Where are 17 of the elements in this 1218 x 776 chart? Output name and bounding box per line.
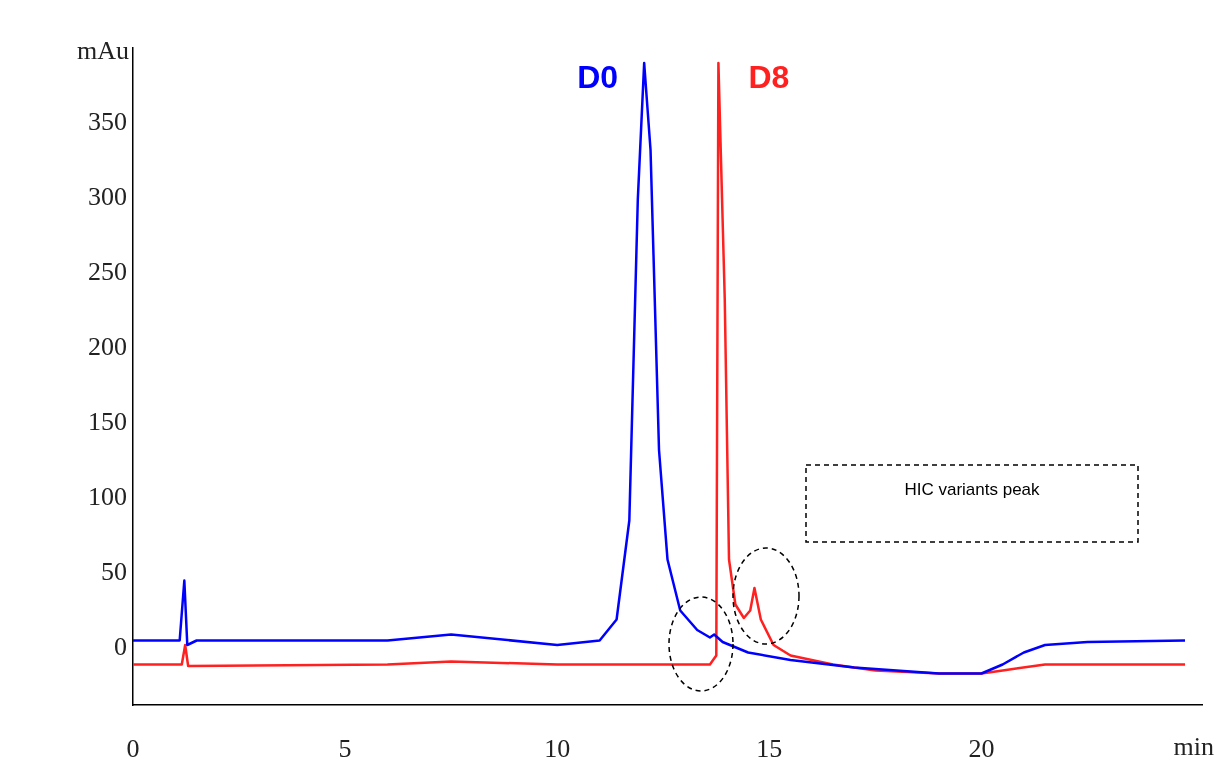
y-tick-label: 100 xyxy=(88,481,127,511)
y-tick-label: 50 xyxy=(101,556,127,586)
annotation: HIC variants peak xyxy=(904,479,1041,499)
x-tick-label: 20 xyxy=(968,734,995,764)
y-tick-label: 250 xyxy=(88,256,127,286)
x-axis-title: min xyxy=(1173,731,1214,761)
y-tick-label: 300 xyxy=(88,181,127,211)
series-label: D8 xyxy=(748,58,790,95)
x-tick-label: 15 xyxy=(756,734,783,764)
y-tick-label: 350 xyxy=(88,106,127,136)
x-tick-label: 5 xyxy=(338,734,352,764)
y-tick-label: 200 xyxy=(88,331,127,361)
y-axis-title: mAu xyxy=(77,35,129,65)
y-tick-label: 150 xyxy=(88,406,127,436)
y-tick-label: 0 xyxy=(114,631,127,661)
series-label: D0 xyxy=(577,58,619,95)
x-tick-label: 10 xyxy=(544,734,571,764)
